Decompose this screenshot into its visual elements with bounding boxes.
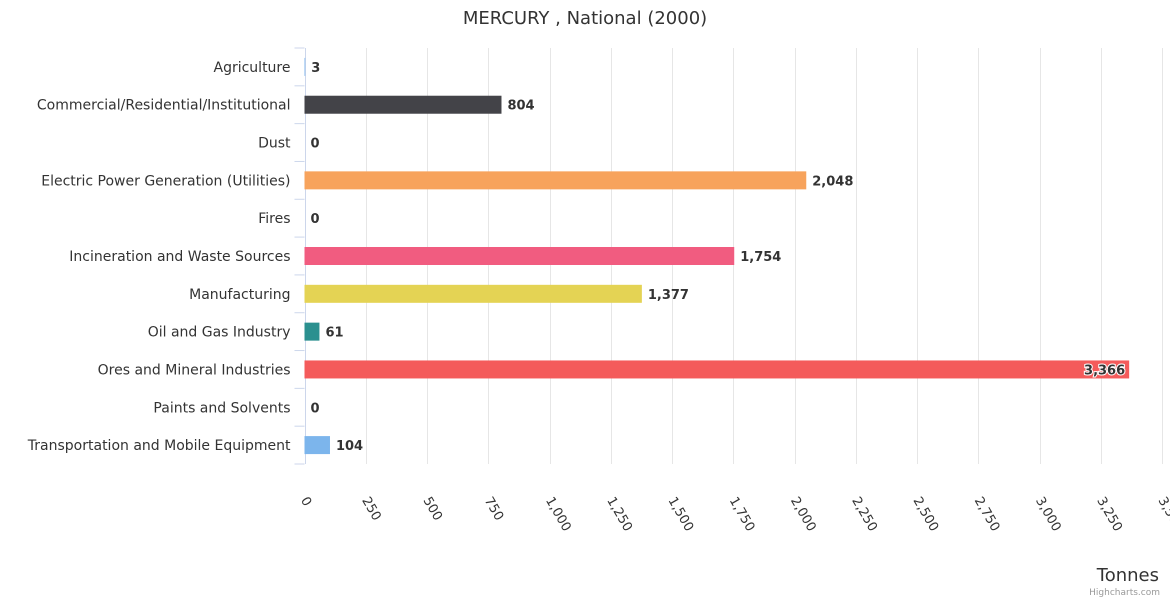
credits-link[interactable]: Highcharts.com [1089,588,1160,598]
gridlines [305,48,1163,464]
data-label: 0 [311,137,320,152]
data-labels: 3 804 0 2,048 0 1,754 1,377 61 3,366 0 104 [311,61,1127,454]
data-label: 1,377 [648,288,689,303]
category-label: Incineration and Waste Sources [69,249,290,265]
category-label: Oil and Gas Industry [148,325,291,341]
category-label: Manufacturing [189,287,290,303]
category-label: Transportation and Mobile Equipment [27,438,291,454]
bar[interactable] [304,57,306,76]
category-label: Dust [258,136,291,152]
category-label: Agriculture [214,60,291,76]
data-label: 3,366 [1084,363,1125,378]
bars [304,57,1130,455]
data-label: 2,048 [812,174,853,189]
category-labels: Agriculture Commercial/Residential/Instit… [27,47,305,465]
category-label: Ores and Mineral Industries [98,362,291,378]
bar[interactable] [304,360,1130,379]
category-label: Paints and Solvents [153,400,290,416]
bar[interactable] [304,247,735,265]
data-label: 0 [311,401,320,416]
bar[interactable] [304,322,320,341]
category-label: Fires [258,211,290,227]
data-label: 104 [336,439,363,454]
bar[interactable] [304,284,642,303]
category-label: Commercial/Residential/Institutional [37,98,291,114]
value-axis-title: Tonnes [1096,565,1159,586]
bar[interactable] [304,436,330,455]
data-label: 1,754 [740,250,781,265]
data-label: 3 [311,61,320,76]
bar[interactable] [304,95,502,114]
data-label: 804 [507,99,534,114]
data-label: 0 [311,212,320,227]
category-label: Electric Power Generation (Utilities) [41,173,290,189]
bar[interactable] [304,171,807,190]
data-label: 61 [325,326,343,341]
chart-title: MERCURY , National (2000) [463,8,707,29]
